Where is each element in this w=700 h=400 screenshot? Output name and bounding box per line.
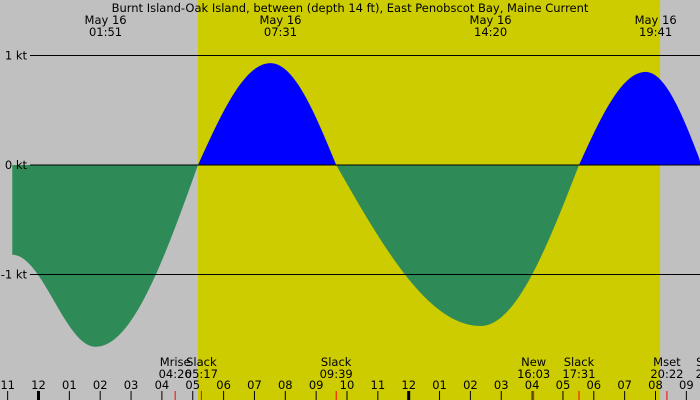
peak-date-label: May 16 <box>259 13 301 27</box>
event-name-label: Slack <box>564 355 595 369</box>
hour-tick-label: 01 <box>432 378 447 392</box>
event-time-label: 16:03 <box>517 367 550 381</box>
hour-tick-label: 07 <box>247 378 262 392</box>
event-name-label: Slack <box>321 355 352 369</box>
hour-tick-label: 05 <box>556 378 571 392</box>
y-tick-label-layer: 1 kt 0 kt -1 kt <box>1 49 28 282</box>
event-label-layer: Mrise04:26Slack05:17Slack09:39New16:03Sl… <box>159 355 700 400</box>
peak-date-label: May 16 <box>470 13 512 27</box>
hour-tick-label: 12 <box>31 378 46 392</box>
hour-tick-label: 07 <box>617 378 632 392</box>
hour-tick-label: 04 <box>525 378 540 392</box>
hour-tick-label: 12 <box>401 378 416 392</box>
event-name-label: Sla <box>696 355 700 369</box>
hour-tick-label: 06 <box>586 378 601 392</box>
peak-time-label: 07:31 <box>264 25 297 39</box>
event-time-label: 09:39 <box>320 367 353 381</box>
event-time-label: 04:26 <box>159 367 192 381</box>
hour-tick-label: 11 <box>0 378 15 392</box>
peak-time-label: 14:20 <box>474 25 507 39</box>
hour-tick-label: 03 <box>494 378 509 392</box>
current-area-layer <box>12 63 700 347</box>
peak-time-label: 01:51 <box>89 25 122 39</box>
gridline-layer <box>30 55 700 275</box>
hour-tick-label: 08 <box>278 378 293 392</box>
hour-tick-label: 09 <box>679 378 694 392</box>
y-tick-label: -1 kt <box>1 268 28 282</box>
event-time-label: 05:17 <box>185 367 218 381</box>
hour-tick-label: 09 <box>309 378 324 392</box>
hour-tick-label: 03 <box>124 378 139 392</box>
hour-tick-label: 06 <box>216 378 231 392</box>
hour-tick-label: 02 <box>93 378 108 392</box>
hour-tick-label: 10 <box>340 378 355 392</box>
hour-tick-label: 01 <box>62 378 77 392</box>
y-tick-label: 0 kt <box>5 158 28 172</box>
hour-tick-label: 04 <box>155 378 170 392</box>
event-time-label: 17:31 <box>562 367 595 381</box>
event-name-label: Mset <box>653 355 681 369</box>
event-time-label: 20:22 <box>650 367 683 381</box>
event-name-label: New <box>521 355 546 369</box>
hour-tick-label: 08 <box>648 378 663 392</box>
hour-tick-label: 02 <box>463 378 478 392</box>
event-name-label: Slack <box>186 355 217 369</box>
peak-date-label: May 16 <box>635 13 677 27</box>
event-name-label: Mrise <box>160 355 191 369</box>
ebb-current-area <box>12 165 700 347</box>
y-tick-label: 1 kt <box>5 49 28 63</box>
hour-tick-label: 11 <box>371 378 386 392</box>
peak-time-label: 19:41 <box>639 25 672 39</box>
hour-tick-layer: 11 12 01 02 03 04 05 06 07 08 09 10 11 12 01 02 03 04 05 06… <box>0 378 694 400</box>
event-time-label: 21: <box>696 367 700 381</box>
hour-tick-label: 05 <box>185 378 200 392</box>
flood-current-area <box>12 63 700 165</box>
peak-date-label: May 16 <box>85 13 127 27</box>
chart-title: Burnt Island-Oak Island, between (depth … <box>112 1 589 15</box>
